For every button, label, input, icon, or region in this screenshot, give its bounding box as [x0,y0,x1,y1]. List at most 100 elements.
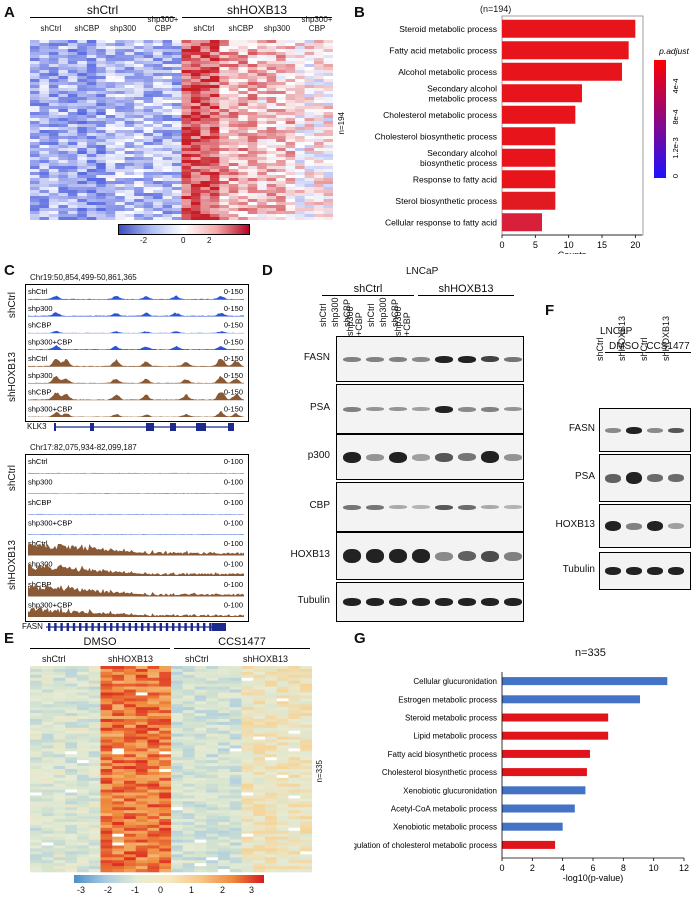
panel-a-heat-cell [96,139,107,143]
panel-e-heat-cell [159,680,172,684]
panel-e-heat-cell [77,827,90,832]
panel-d-cell-line: LNCaP [406,266,439,277]
panel-a-heat-cell [209,166,220,170]
panel-e-heat-cell [194,792,207,796]
panel-a-heat-cell [190,67,201,71]
panel-e-heat-cell [100,819,113,823]
panel-e-heat-cell [112,766,125,770]
panel-e-heat-cell [300,848,312,852]
panel-a-heat-cell [143,97,154,101]
panel-d-band [435,504,453,510]
panel-a-heat-cell [58,178,69,182]
panel-e-heat-cell [300,845,312,849]
panel-a-heat-cell [209,64,220,68]
panel-a-heat-cell [105,94,116,98]
panel-a-heat-cell [276,154,286,158]
panel-d-band [366,407,384,411]
panel-e-heat-cell [229,698,242,702]
panel-e-heat-cell [88,801,101,805]
panel-e-heat-cell [53,766,66,770]
panel-a-heat-cell [238,61,249,65]
panel-e-heat-cell [171,710,184,714]
panel-e-heat-cell [112,680,125,684]
panel-e-heat-cell [265,804,278,808]
panel-e-heat-cell [65,701,78,705]
panel-e-heat-cell [88,677,101,682]
panel-b-legend-tick: 8e-4 [671,109,680,124]
panel-e-heat-cell [30,854,43,858]
panel-a-heat-cell [153,142,163,146]
panel-e-heat-cell [276,869,289,873]
panel-a-heat-cell [285,112,296,116]
panel-e-heat-cell [241,689,254,693]
panel-e-heat-cell [218,786,231,790]
panel-e-heat-cell [88,771,101,776]
panel-a-heat-cell [266,214,277,218]
panel-a-heat-cell [247,130,258,134]
panel-e-heat-cell [288,754,301,758]
panel-a-heat-cell [172,121,182,125]
panel-a-heat-cell [190,70,201,74]
panel-a-heat-cell [209,217,220,220]
panel-e-heat-cell [112,798,125,802]
panel-a-heat-cell [172,139,182,143]
panel-a-heat-cell [96,169,107,173]
panel-e-heat-cell [182,713,195,717]
panel-a-heat-cell [219,172,230,176]
panel-a-heat-cell [209,187,220,191]
panel-a-heat-cell [105,52,116,56]
panel-a-heat-cell [190,172,201,176]
panel-a-heat-cell [323,100,333,104]
panel-a-heat-cell [124,43,135,47]
panel-e-heat-cell [112,763,125,767]
panel-a-heat-cell [200,79,211,83]
panel-a-heat-cell [134,190,144,194]
panel-e-heat-cell [288,724,301,729]
panel-e-heat-cell [53,807,66,811]
panel-a-heat-cell [143,94,154,98]
panel-d-band [481,598,499,606]
panel-e-heat-cell [41,689,54,693]
panel-a-heat-cell [181,115,192,119]
panel-a-heat-cell [67,124,78,128]
panel-a-heat-cell [304,205,315,209]
panel-e-heat-cell [124,786,137,790]
panel-a-heat-cell [276,127,286,131]
panel-g-title: n=335 [575,647,606,659]
panel-e-heat-cell [276,686,289,690]
panel-e-heat-cell [218,860,231,864]
panel-a-heat-cell [39,133,50,137]
panel-a-heat-cell [323,67,333,71]
panel-a-heat-cell [77,67,88,71]
panel-e-heat-cell [65,845,78,849]
panel-a-heat-cell [124,175,135,179]
panel-c-coverage [28,544,244,556]
panel-a-heat-cell [77,172,88,176]
panel-a-heat-cell [30,94,40,98]
panel-e-heat-cell [147,763,160,767]
panel-e-heat-cell [30,666,43,670]
panel-a-heat-cell [266,190,277,194]
panel-e-heat-cell [65,704,78,708]
panel-a-heat-cell [266,103,277,107]
panel-a-heat-cell [115,85,125,89]
panel-e-heat-cell [53,748,66,752]
panel-a-heat-cell [124,127,135,131]
panel-e-heat-cell [300,745,312,749]
panel-a-heat-cell [209,115,220,119]
panel-e-heat-cell [41,807,54,811]
panel-a-heat-cell [219,181,230,185]
panel-a-heat-cell [172,40,182,44]
panel-a-heat-cell [86,112,97,116]
panel-a-heat-cell [266,184,277,188]
panel-e-heat-cell [65,692,78,696]
panel-e-heat-cell [53,680,66,684]
panel-e-heat-cell [30,701,43,705]
panel-c-exon [103,623,107,631]
panel-e-heat-cell [53,745,66,749]
panel-a-heat-cell [181,208,192,212]
panel-e-heat-cell [206,754,219,758]
panel-c-coverage [28,375,244,384]
panel-e-heat-cell [241,748,254,752]
panel-e-heat-cell [159,745,172,749]
